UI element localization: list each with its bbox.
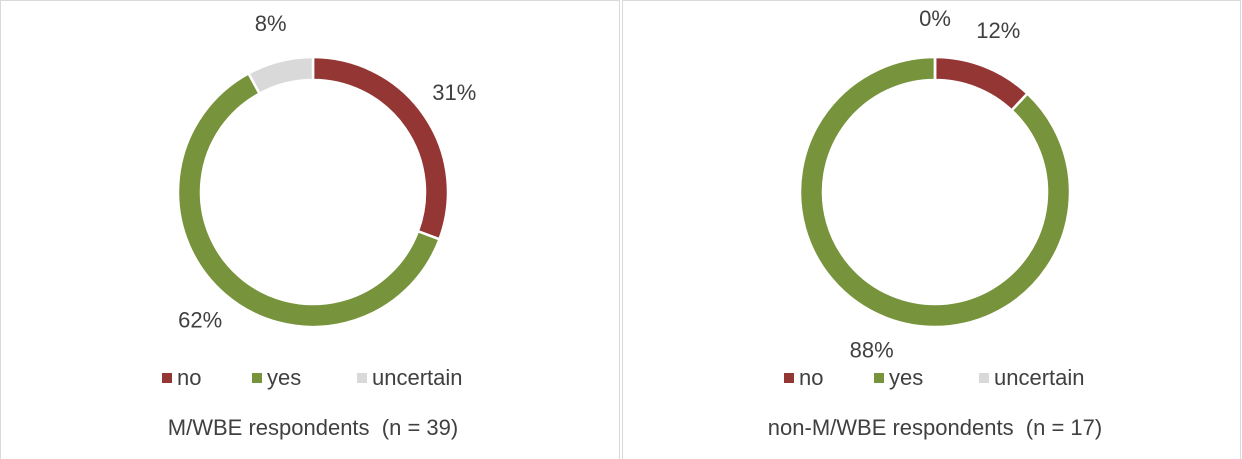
- legend-label: yes: [267, 365, 301, 390]
- donut-segment: [798, 55, 1072, 329]
- data-label: 62%: [178, 308, 222, 333]
- donut-segment: [311, 55, 450, 241]
- data-label: 88%: [850, 338, 894, 363]
- chart-title: M/WBE respondents (n = 39): [168, 415, 458, 440]
- donut-segment: [176, 71, 442, 329]
- legend-label: no: [799, 365, 823, 390]
- legend-label: uncertain: [372, 365, 463, 390]
- data-label: 8%: [255, 11, 287, 36]
- legend-swatch: [784, 373, 794, 383]
- legend-label: yes: [889, 365, 923, 390]
- legend-label: uncertain: [994, 365, 1085, 390]
- legend-swatch: [357, 373, 367, 383]
- chart-title: non-M/WBE respondents (n = 17): [768, 415, 1102, 440]
- donut-segment: [933, 55, 1030, 113]
- legend-label: no: [177, 365, 201, 390]
- legend-swatch: [874, 373, 884, 383]
- data-label: 12%: [976, 18, 1020, 43]
- legend-swatch: [162, 373, 172, 383]
- legend-swatch: [252, 373, 262, 383]
- data-label: 31%: [432, 80, 476, 105]
- data-label: 0%: [919, 6, 951, 31]
- panel-border: [0, 0, 620, 459]
- panel-border: [622, 0, 1241, 459]
- donut-segment: [246, 55, 315, 96]
- legend-swatch: [979, 373, 989, 383]
